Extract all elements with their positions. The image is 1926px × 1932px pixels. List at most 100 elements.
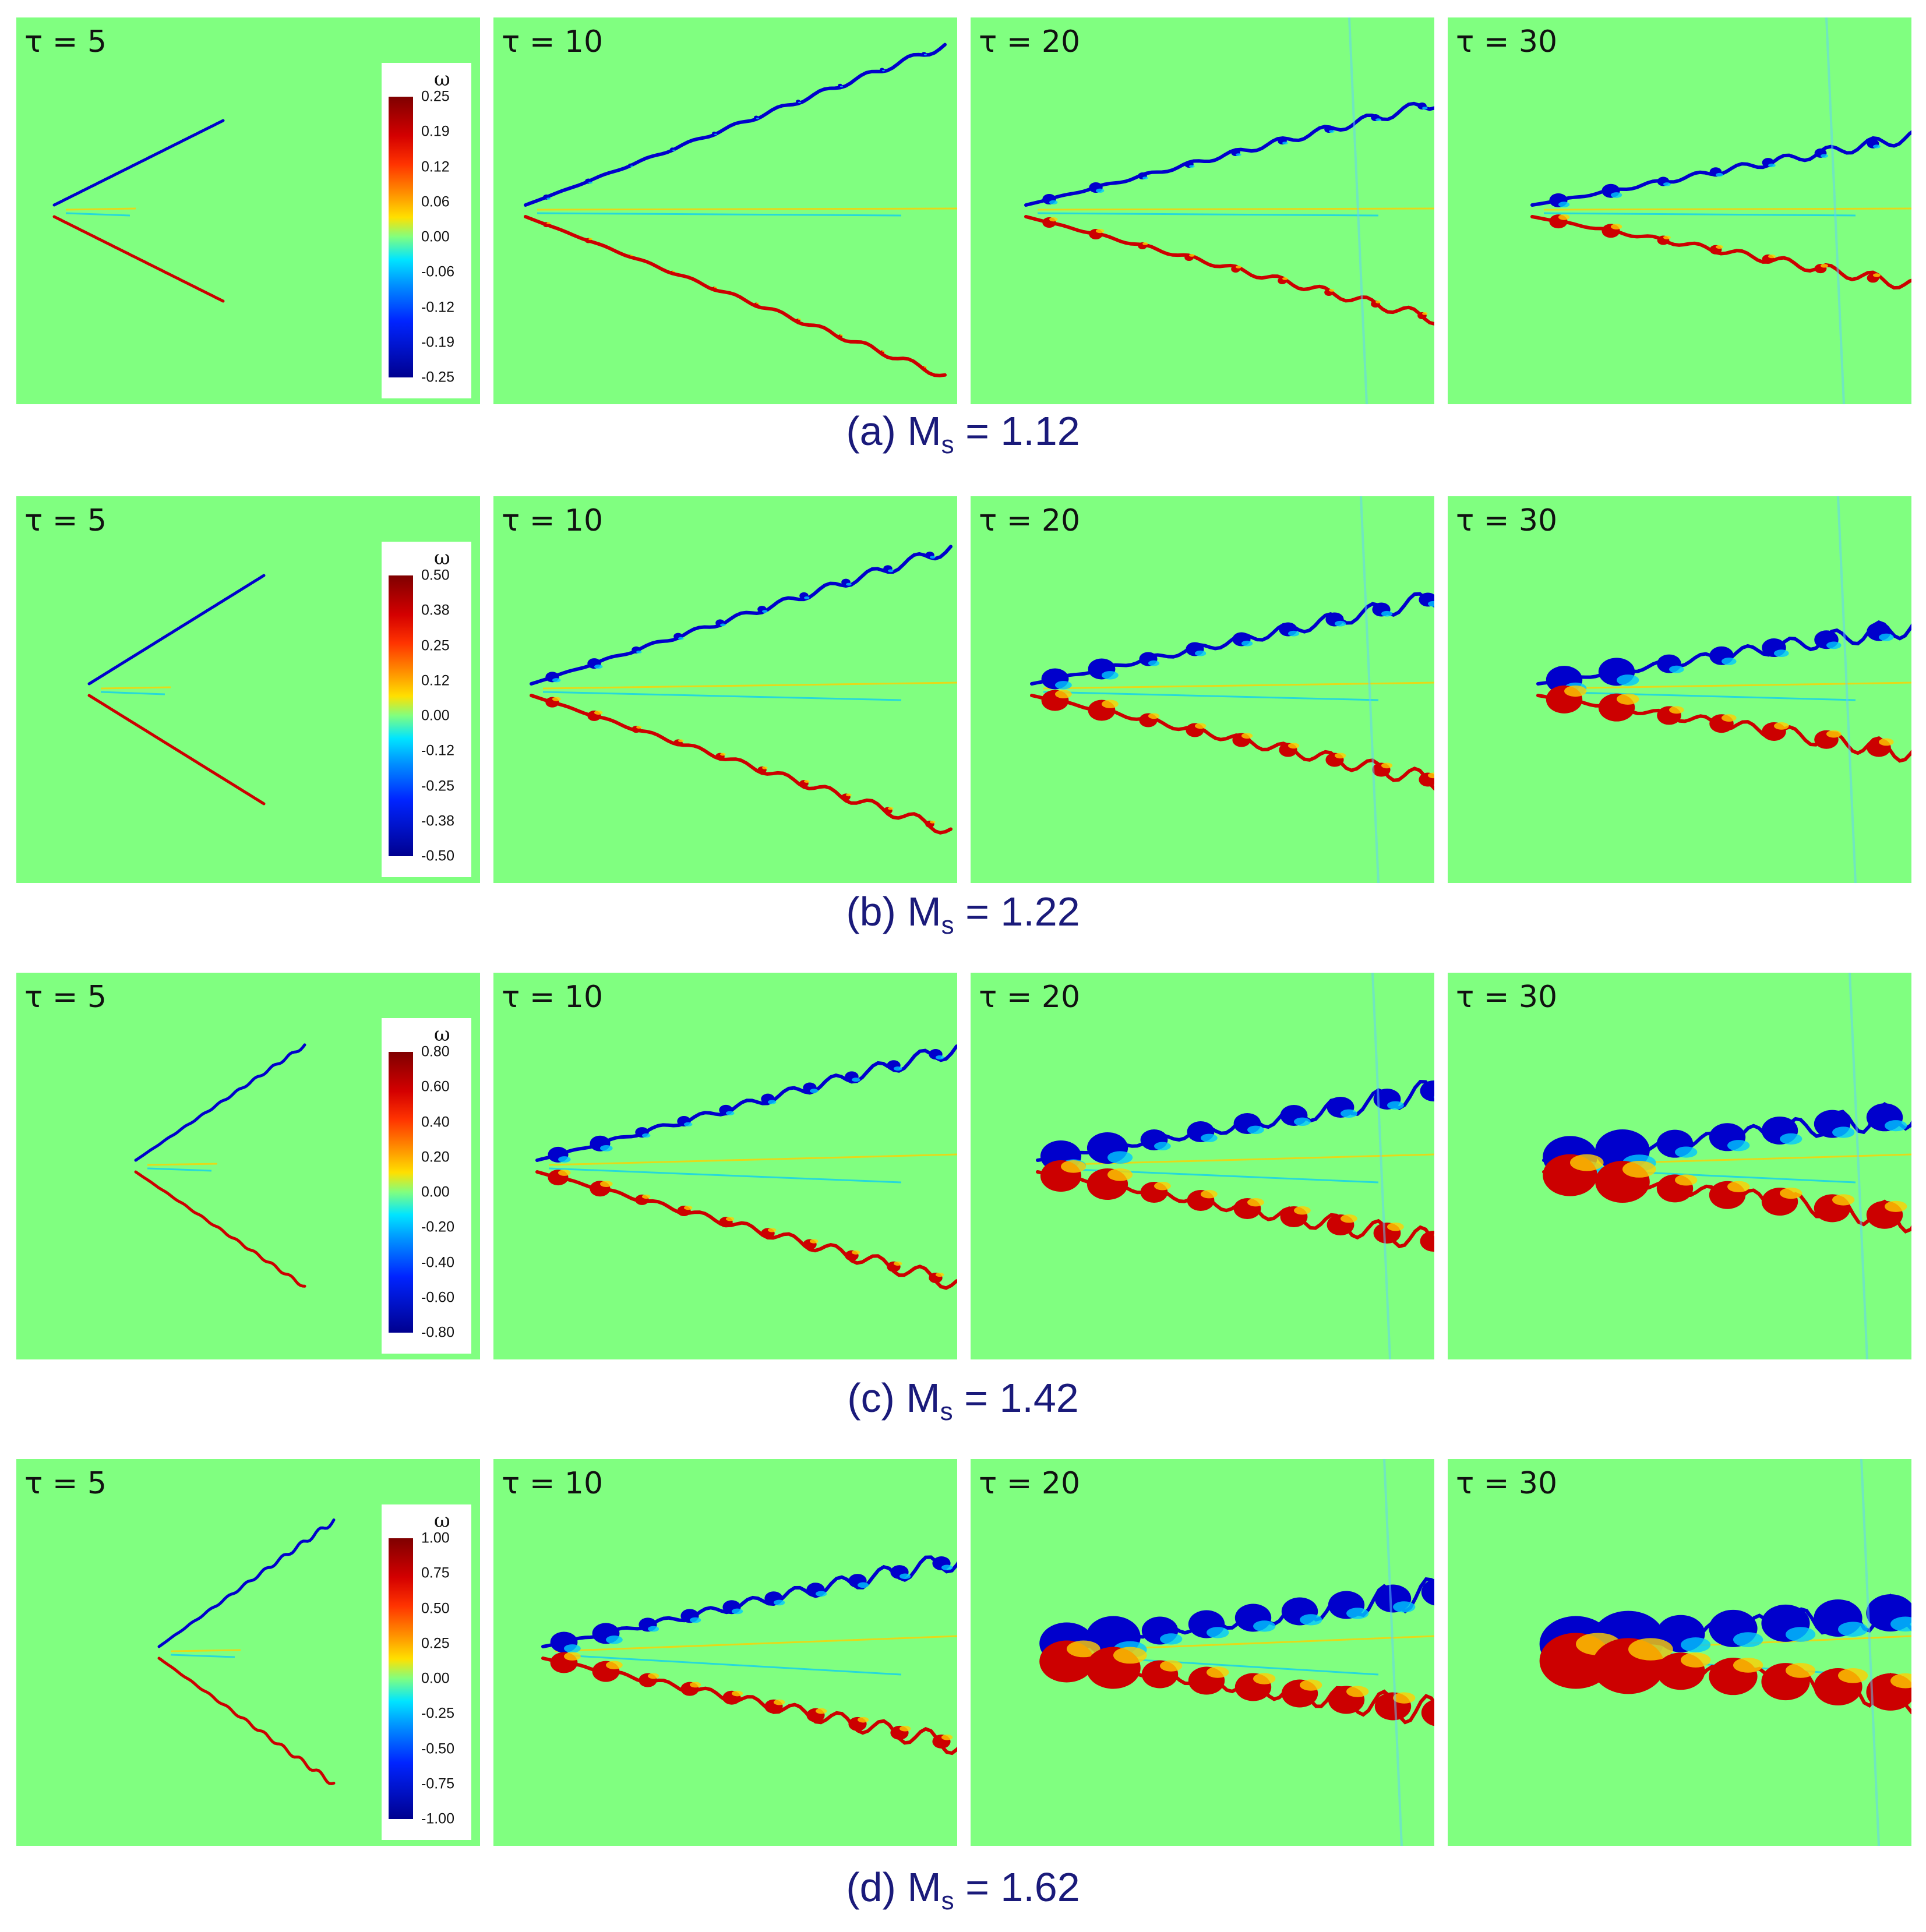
time-label: τ = 10: [502, 24, 604, 59]
caption-mach-value: = 1.12: [965, 408, 1080, 454]
vorticity-panel: τ = 20: [971, 496, 1434, 883]
colorbar-tick: 1.00: [421, 1530, 450, 1546]
row-caption: (b) Ms = 1.22: [0, 888, 1926, 940]
caption-label: (b) M: [846, 889, 941, 934]
vorticity-field: [1039, 1459, 1434, 1846]
row-caption: (d) Ms = 1.62: [0, 1864, 1926, 1916]
vorticity-panel: τ = 5 ω 1.00 0.75 0.50 0.25 0.00 -0.25 -0.50 -0.7…: [16, 1459, 480, 1846]
colorbar: [389, 97, 413, 377]
vorticity-panel: τ = 10: [493, 496, 957, 883]
time-label: τ = 30: [1456, 1466, 1558, 1501]
colorbar-tick: -0.40: [421, 1254, 454, 1270]
vorticity-panel: τ = 5 ω 0.80 0.60 0.40 0.20 0.00 -0.20 -0.40 -0.6…: [16, 973, 480, 1359]
time-label: τ = 30: [1456, 503, 1558, 538]
vorticity-panel: τ = 5 ω 0.25 0.19 0.12 0.06 0.00 -0.06 -0.12 -0.1…: [16, 17, 480, 404]
colorbar-tick: -0.19: [421, 334, 454, 351]
caption-subscript: s: [941, 1887, 954, 1915]
colorbar-tick: 0.40: [421, 1114, 450, 1130]
colorbar-tick: -0.50: [421, 847, 454, 864]
colorbar-tick: -0.75: [421, 1775, 454, 1792]
vorticity-panel: τ = 10: [493, 1459, 957, 1846]
colorbar-tick: -0.60: [421, 1289, 454, 1306]
colorbar-tick: 0.25: [421, 637, 450, 654]
time-label: τ = 30: [1456, 24, 1558, 59]
caption-label: (d) M: [846, 1864, 941, 1910]
colorbar: [389, 1538, 413, 1819]
colorbar: [389, 1052, 413, 1333]
colorbar-tick: -0.25: [421, 1705, 454, 1722]
vorticity-field: [1542, 973, 1911, 1359]
time-label: τ = 5: [24, 503, 107, 538]
colorbar-title: ω: [434, 1023, 450, 1046]
time-label: τ = 10: [502, 980, 604, 1015]
colorbar-tick: 0.50: [421, 567, 450, 584]
caption-label: (c) M: [847, 1375, 940, 1421]
colorbar-tick: -0.80: [421, 1324, 454, 1341]
vorticity-panel: τ = 5 ω 0.50 0.38 0.25 0.12 0.00 -0.12 -0.25 -0.3…: [16, 496, 480, 883]
vorticity-field: [1536, 496, 1911, 883]
caption-subscript: s: [941, 911, 954, 939]
colorbar-tick: 0.06: [421, 193, 450, 210]
vorticity-field: [535, 1044, 957, 1290]
caption-subscript: s: [940, 1397, 953, 1426]
vorticity-field: [1036, 973, 1434, 1359]
time-label: τ = 5: [24, 980, 107, 1015]
colorbar-tick: -0.38: [421, 813, 454, 829]
caption-subscript: s: [941, 430, 954, 459]
vorticity-field: [52, 119, 225, 303]
colorbar-tick: -0.50: [421, 1740, 454, 1757]
vorticity-field: [157, 1518, 336, 1785]
time-label: τ = 20: [979, 980, 1081, 1015]
time-label: τ = 20: [979, 24, 1081, 59]
vorticity-field: [1030, 496, 1434, 883]
colorbar-tick: 0.38: [421, 602, 450, 619]
colorbar-legend: ω 0.25 0.19 0.12 0.06 0.00 -0.06 -0.12 -0.19 -0.2…: [382, 63, 471, 398]
vorticity-field: [87, 574, 266, 806]
colorbar-tick: 0.25: [421, 1635, 450, 1652]
time-label: τ = 20: [979, 503, 1081, 538]
vorticity-panel: τ = 20: [971, 17, 1434, 404]
colorbar-tick: -0.25: [421, 369, 454, 386]
time-label: τ = 10: [502, 503, 604, 538]
vorticity-panel: τ = 20: [971, 973, 1434, 1359]
colorbar-tick: 0.25: [421, 88, 450, 105]
vorticity-field: [1539, 1459, 1911, 1846]
vorticity-panel: τ = 30: [1448, 973, 1911, 1359]
caption-mach-value: = 1.22: [965, 889, 1080, 934]
colorbar-tick: -0.12: [421, 742, 454, 759]
vorticity-field: [134, 1043, 306, 1288]
colorbar-title: ω: [434, 546, 450, 570]
colorbar: [389, 575, 413, 856]
vorticity-panel: τ = 30: [1448, 1459, 1911, 1846]
colorbar-tick: -0.06: [421, 263, 454, 280]
vorticity-field: [530, 545, 957, 835]
colorbar-tick: 0.12: [421, 158, 450, 175]
caption-label: (a) M: [846, 408, 941, 454]
vorticity-panel: τ = 30: [1448, 496, 1911, 883]
caption-mach-value: = 1.62: [965, 1864, 1080, 1910]
colorbar-title: ω: [434, 68, 450, 91]
colorbar-tick: 0.00: [421, 707, 450, 724]
colorbar-tick: -0.25: [421, 778, 454, 794]
colorbar-tick: 0.20: [421, 1149, 450, 1165]
colorbar-tick: 0.80: [421, 1043, 450, 1060]
colorbar-tick: 0.00: [421, 1670, 450, 1687]
colorbar-tick: 0.00: [421, 1184, 450, 1200]
colorbar-tick: 0.50: [421, 1600, 450, 1616]
vorticity-panel: τ = 20: [971, 1459, 1434, 1846]
row-caption: (c) Ms = 1.42: [0, 1375, 1926, 1426]
colorbar-legend: ω 0.80 0.60 0.40 0.20 0.00 -0.20 -0.40 -0.60 -0.8…: [382, 1018, 471, 1354]
vorticity-field: [1024, 17, 1434, 404]
colorbar-title: ω: [434, 1509, 450, 1532]
vorticity-field: [1530, 17, 1911, 404]
time-label: τ = 30: [1456, 980, 1558, 1015]
caption-mach-value: = 1.42: [964, 1375, 1079, 1421]
colorbar-tick: -0.20: [421, 1218, 454, 1235]
colorbar-legend: ω 1.00 0.75 0.50 0.25 0.00 -0.25 -0.50 -0.75 -1.0…: [382, 1504, 471, 1840]
colorbar-tick: 0.60: [421, 1078, 450, 1095]
vorticity-panel: τ = 10: [493, 973, 957, 1359]
row-caption: (a) Ms = 1.12: [0, 408, 1926, 460]
time-label: τ = 10: [502, 1466, 604, 1501]
time-label: τ = 20: [979, 1466, 1081, 1501]
colorbar-tick: 0.75: [421, 1564, 450, 1581]
